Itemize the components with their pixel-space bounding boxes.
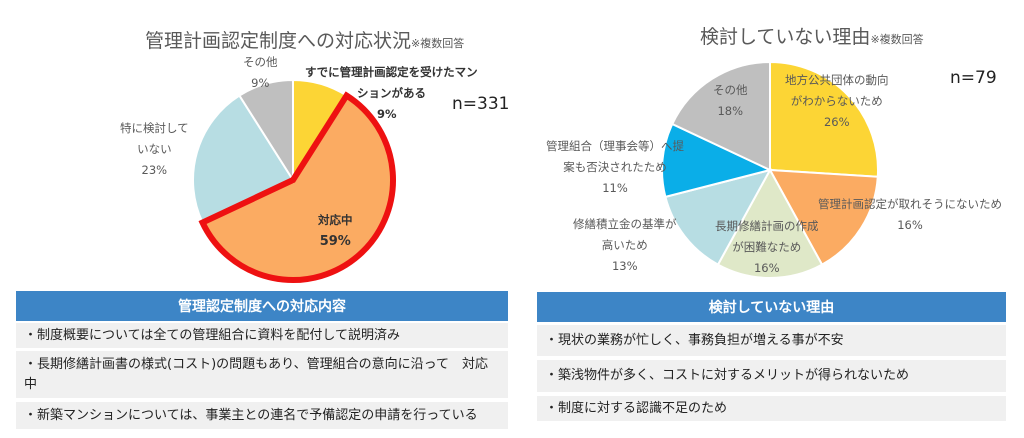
slice-label: すでに管理計画認定を受けたマン ションがある 9% [305,65,478,121]
slice-label: 特に検討して いない 23% [120,121,189,177]
n-label-right: n=79 [950,68,997,88]
chart-title-right: 検討していない理由※複数回答 [700,26,924,48]
chart-title-left: 管理計画認定制度への対応状況※複数回答 [145,30,465,52]
slice-label: 管理計画認定が取れそうにないため 16% [818,197,1002,232]
n-label-left: n=331 [452,94,510,114]
pie-slice [664,168,772,266]
slice-label: 修繕積立金の基準が 高いため 13% [573,217,677,273]
left-panel-header: 管理認定制度への対応内容 [16,291,508,321]
list-item: ・新築マンションについては、事業主との連名で予備認定の申請を行っている [16,402,508,429]
slice-label: 地方公共団体の動向 がわからないため 26% [785,73,889,129]
pie-slice [768,168,879,266]
slice-label: その他 9% [243,55,278,90]
pie-slice [238,78,294,184]
pie-slice [716,167,824,279]
slice-label: 長期修繕計画の作成 が困難なため 16% [715,219,819,275]
pie-slice [769,60,879,178]
pie-slice [670,60,771,172]
slice-label: その他 18% [713,83,748,118]
list-item: ・制度に対する認識不足のため [537,396,1006,421]
right-panel-header: 検討していない理由 [537,292,1006,322]
highlight-outline [198,91,396,283]
list-item: ・長期修繕計画書の様式(コスト)の問題もあり、管理組合の意向に沿って 対応中 [16,351,508,398]
list-item: ・制度概要については全ての管理組合に資料を配付して説明済み [16,323,508,348]
slice-label: 対応中 59% [318,213,353,249]
list-item: ・築浅物件が多く、コストに対するメリットが得られないため [537,360,1006,392]
pie-slice [661,122,773,199]
slice-label: 管理組合（理事会等）へ提 案も否決されたため 11% [546,139,684,195]
list-item: ・現状の業務が忙しく、事務負担が増える事が不安 [537,325,1006,356]
